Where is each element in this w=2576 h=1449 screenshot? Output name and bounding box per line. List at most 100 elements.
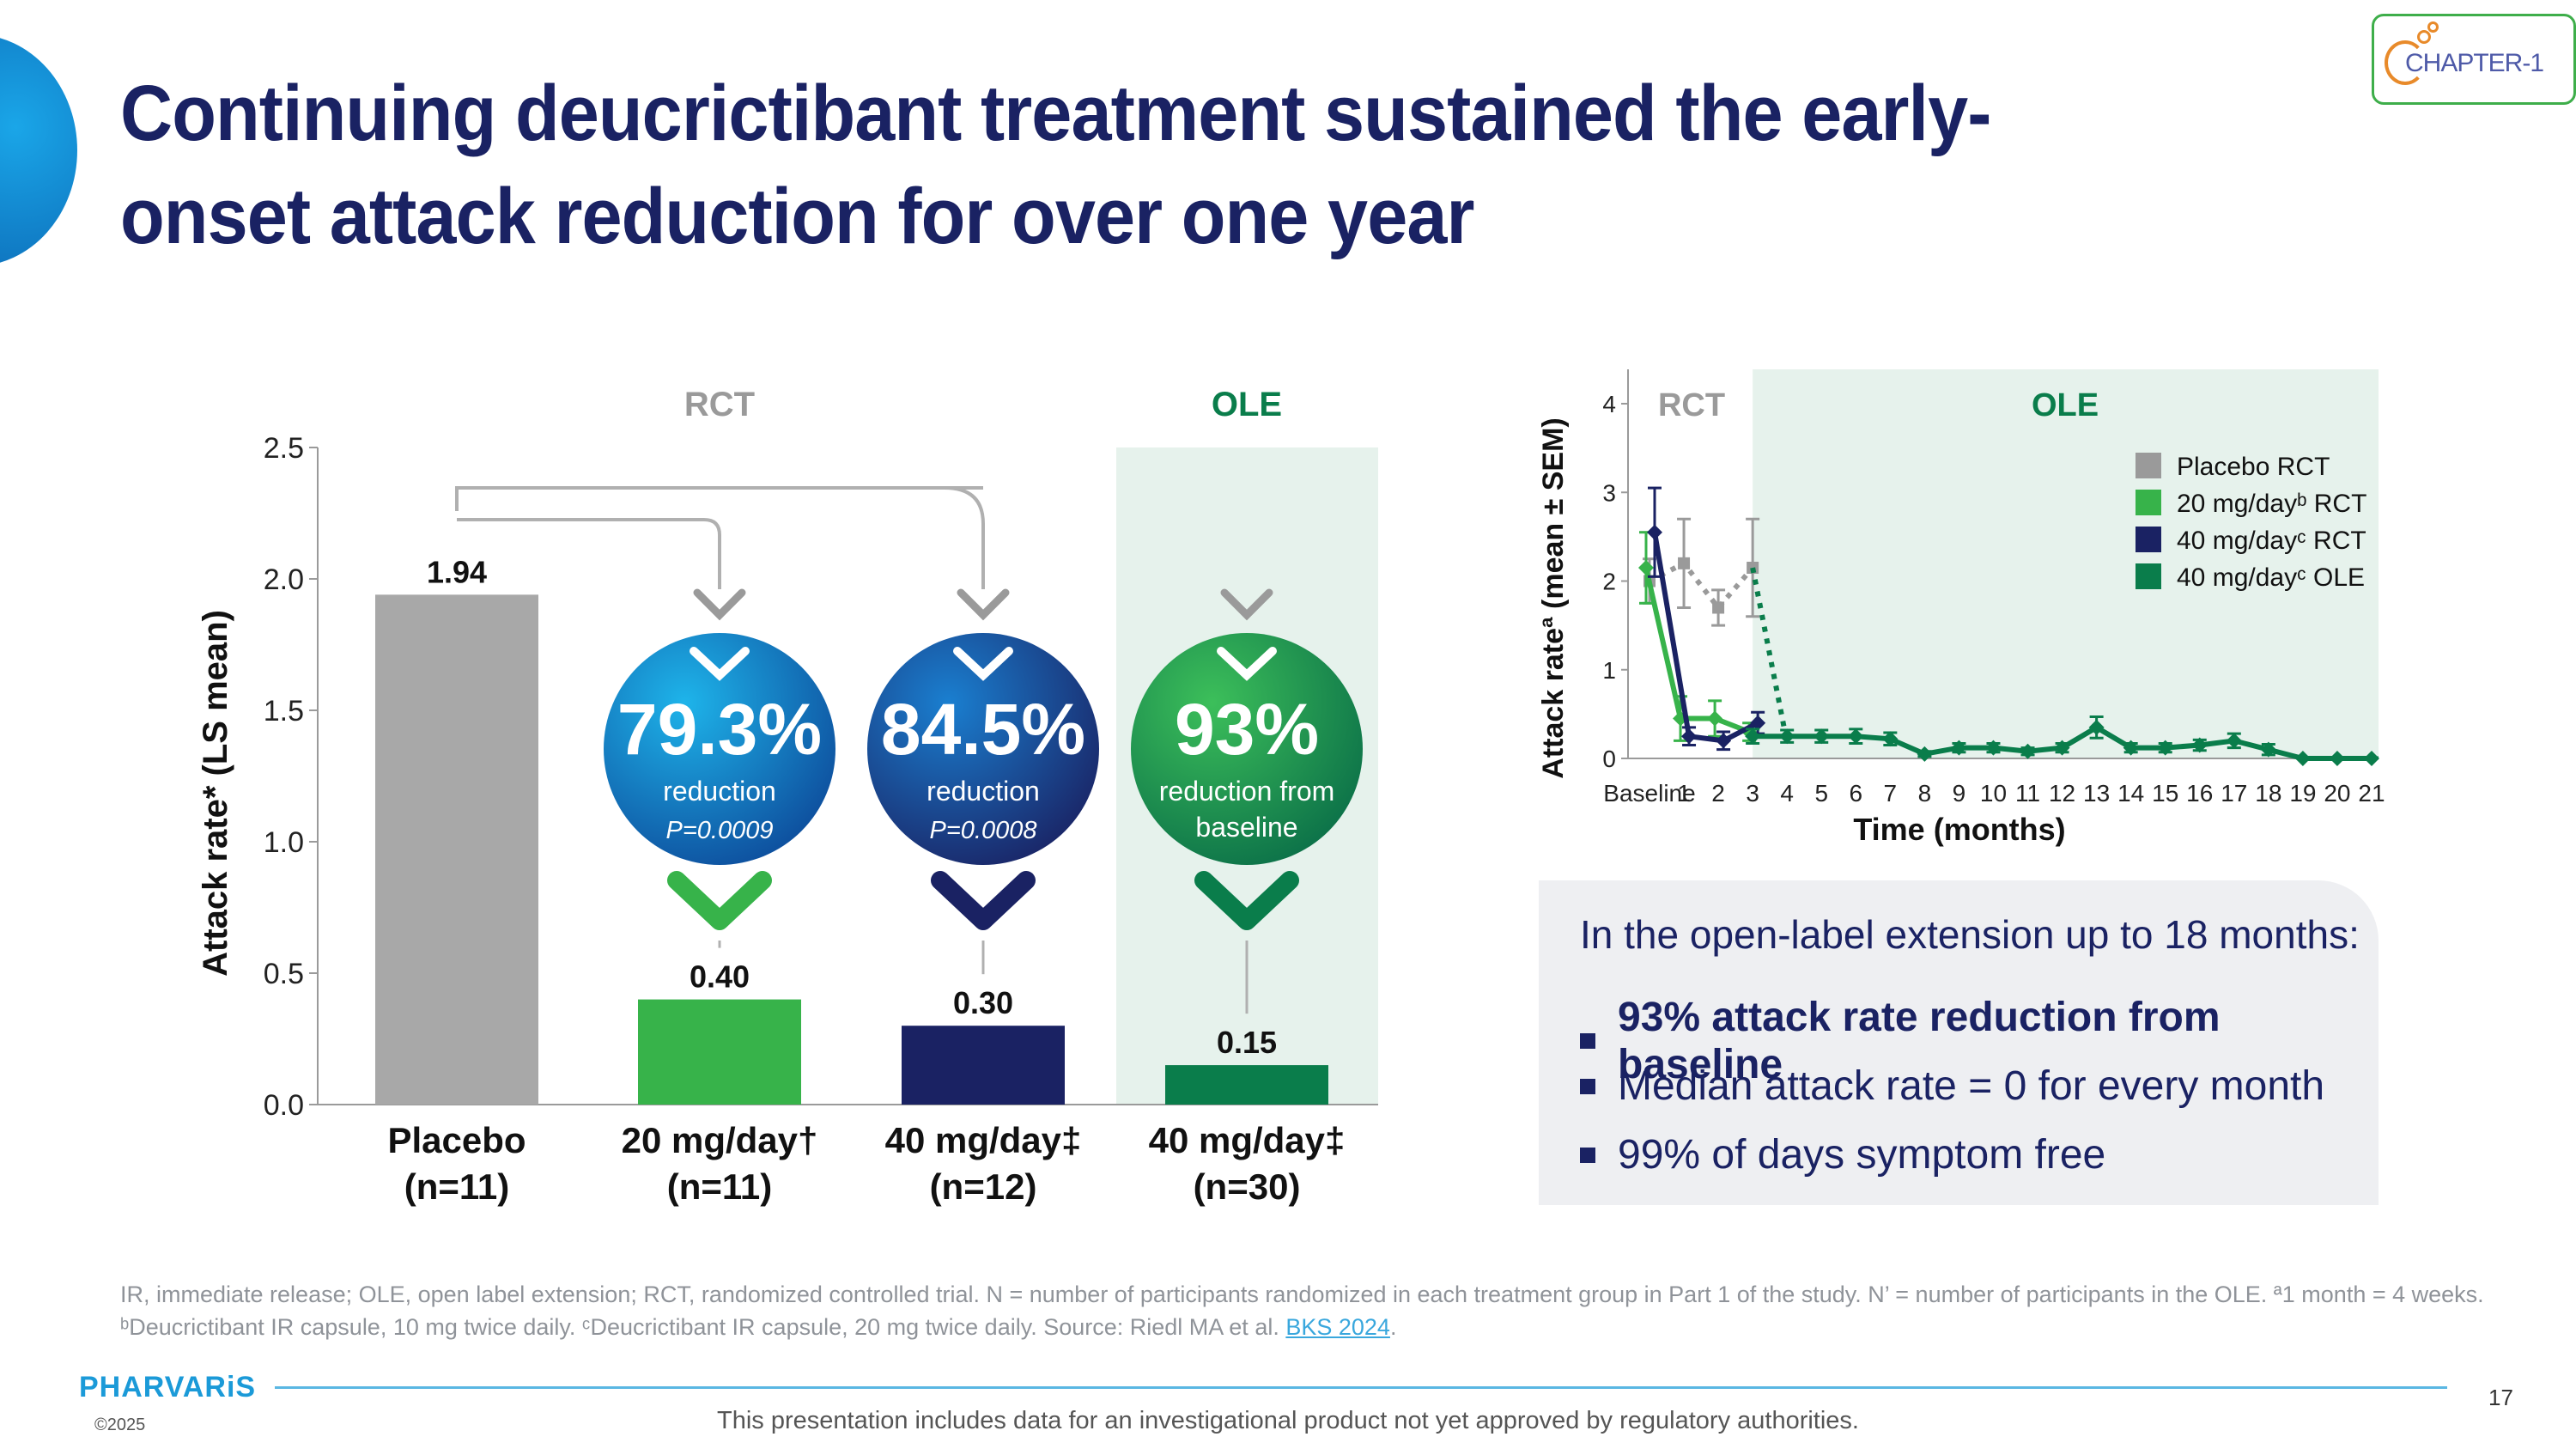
summary-intro: In the open-label extension up to 18 mon…: [1580, 912, 2360, 957]
series-line: [1648, 560, 1755, 612]
data-point: [1814, 728, 1830, 745]
reduction-percent: 79.3%: [617, 689, 822, 770]
y-tick-label: 0.0: [264, 1089, 304, 1122]
x-tick-label: 15: [2152, 780, 2178, 807]
reduction-text: reduction: [663, 776, 776, 807]
x-tick-label: 7: [1884, 780, 1898, 807]
comparison-connector: [455, 488, 721, 589]
data-point: [2088, 719, 2105, 735]
series-line: [1652, 532, 1759, 744]
category-label: (n=11): [404, 1166, 510, 1207]
reduction-percent: 84.5%: [881, 689, 1085, 770]
chevron-down-icon: [931, 871, 1036, 930]
p-value: P=0.0009: [666, 817, 774, 844]
summary-bullet: Median attack rate = 0 for every month: [1580, 1062, 2324, 1110]
y-tick-label: 2.0: [264, 563, 304, 596]
y-tick-label: 4: [1602, 391, 1616, 417]
legend-swatch: [2136, 453, 2161, 478]
summary-bullet: 99% of days symptom free: [1580, 1131, 2105, 1178]
legend-swatch: [2136, 563, 2161, 589]
x-tick-label: 21: [2358, 780, 2385, 807]
chevron-down-icon: [1194, 871, 1299, 930]
data-point: [1779, 728, 1795, 745]
footnote-text: .: [1389, 1314, 1397, 1340]
y-tick-label: 0: [1602, 746, 1616, 772]
reduction-text: reduction from: [1159, 776, 1335, 807]
x-tick-label: 9: [1953, 780, 1966, 807]
category-label: 40 mg/day‡: [885, 1120, 1082, 1160]
transition-line: [1750, 567, 1789, 734]
bar-value-label: 0.15: [1217, 1025, 1277, 1060]
legend-label: 40 mg/dayᶜ RCT: [2177, 527, 2366, 555]
ole-region-background: [1753, 369, 2379, 758]
slide-title: Continuing deucrictibant treatment susta…: [120, 70, 1991, 260]
bar-3: [902, 1026, 1065, 1105]
y-tick-label: 1.0: [264, 826, 304, 859]
summary-bullet-text: 99% of days symptom free: [1618, 1132, 2106, 1178]
y-tick-label: 2.5: [264, 432, 304, 465]
x-tick-label: 5: [1814, 780, 1828, 807]
bullet-square-icon: [1580, 1033, 1595, 1049]
bullet-square-icon: [1580, 1147, 1595, 1163]
reduction-percent: 93%: [1175, 689, 1319, 770]
chevron-down-icon: [953, 647, 1013, 681]
category-label: 20 mg/day†: [622, 1120, 818, 1160]
x-tick-label: 11: [2015, 780, 2040, 807]
summary-box: In the open-label extension up to 18 mon…: [1539, 880, 2379, 1205]
data-point: [1638, 560, 1654, 576]
summary-bullet-text: Median attack rate = 0 for every month: [1618, 1063, 2325, 1109]
data-point: [1716, 733, 1732, 749]
y-tick-label: 3: [1602, 479, 1616, 506]
series-line: [1643, 567, 1751, 734]
category-label: (n=11): [667, 1166, 773, 1207]
data-point: [2329, 751, 2345, 766]
y-tick-label: 1: [1602, 657, 1616, 684]
data-point: [1951, 740, 1967, 756]
x-axis-title: Time (months): [1853, 812, 2065, 847]
reduction-circle: [1131, 633, 1363, 865]
x-tick-label: Baseline: [1603, 780, 1695, 807]
y-tick-label: 2: [1602, 569, 1616, 595]
x-tick-label: 6: [1849, 780, 1862, 807]
reference-link[interactable]: BKS 2024: [1285, 1314, 1390, 1340]
legend-label: 20 mg/dayᵇ RCT: [2177, 490, 2366, 518]
data-point: [1882, 731, 1899, 747]
logo-mark-icon: [2385, 40, 2426, 85]
group-label-ole: OLE: [1212, 386, 1282, 423]
reduction-text: reduction: [927, 776, 1040, 807]
logo-dot-icon: [2427, 21, 2439, 33]
region-label-ole: OLE: [2032, 387, 2099, 423]
legend-swatch: [2136, 490, 2161, 515]
bar-1: [375, 594, 538, 1105]
brand-logo: PHARVARiS: [79, 1371, 257, 1403]
copyright: ©2025: [94, 1416, 146, 1434]
data-point: [2294, 751, 2311, 766]
comparison-connector: [944, 486, 985, 589]
data-point: [2260, 741, 2276, 758]
data-point: [1678, 557, 1691, 569]
footer-divider: [275, 1386, 2447, 1389]
category-label: (n=30): [1194, 1166, 1301, 1207]
reduction-circle: [867, 633, 1099, 865]
region-label-rct: RCT: [1658, 387, 1725, 423]
data-point: [2123, 740, 2139, 756]
y-tick-label: 1.5: [264, 695, 304, 728]
p-value: P=0.0008: [930, 817, 1037, 844]
x-tick-label: 13: [2083, 780, 2110, 807]
x-tick-label: 17: [2221, 780, 2247, 807]
data-point: [1681, 728, 1698, 745]
data-point: [1745, 728, 1761, 745]
data-point: [2364, 751, 2379, 766]
y-axis-title: Attack rateª (mean ± SEM): [1537, 417, 1570, 778]
summary-bullet-text: 93% attack rate reduction from baseline: [1618, 995, 2221, 1087]
bar-4: [1165, 1065, 1328, 1105]
y-tick-label: 0.5: [264, 958, 304, 990]
x-tick-label: 14: [2117, 780, 2144, 807]
reduction-circle: [604, 633, 835, 865]
data-point: [1712, 601, 1725, 614]
legend-swatch: [2136, 527, 2161, 552]
data-point: [1750, 715, 1766, 731]
y-axis-title: Attack rate* (LS mean): [197, 610, 234, 977]
footnote-line: IR, immediate release; OLE, open label e…: [120, 1282, 2484, 1307]
